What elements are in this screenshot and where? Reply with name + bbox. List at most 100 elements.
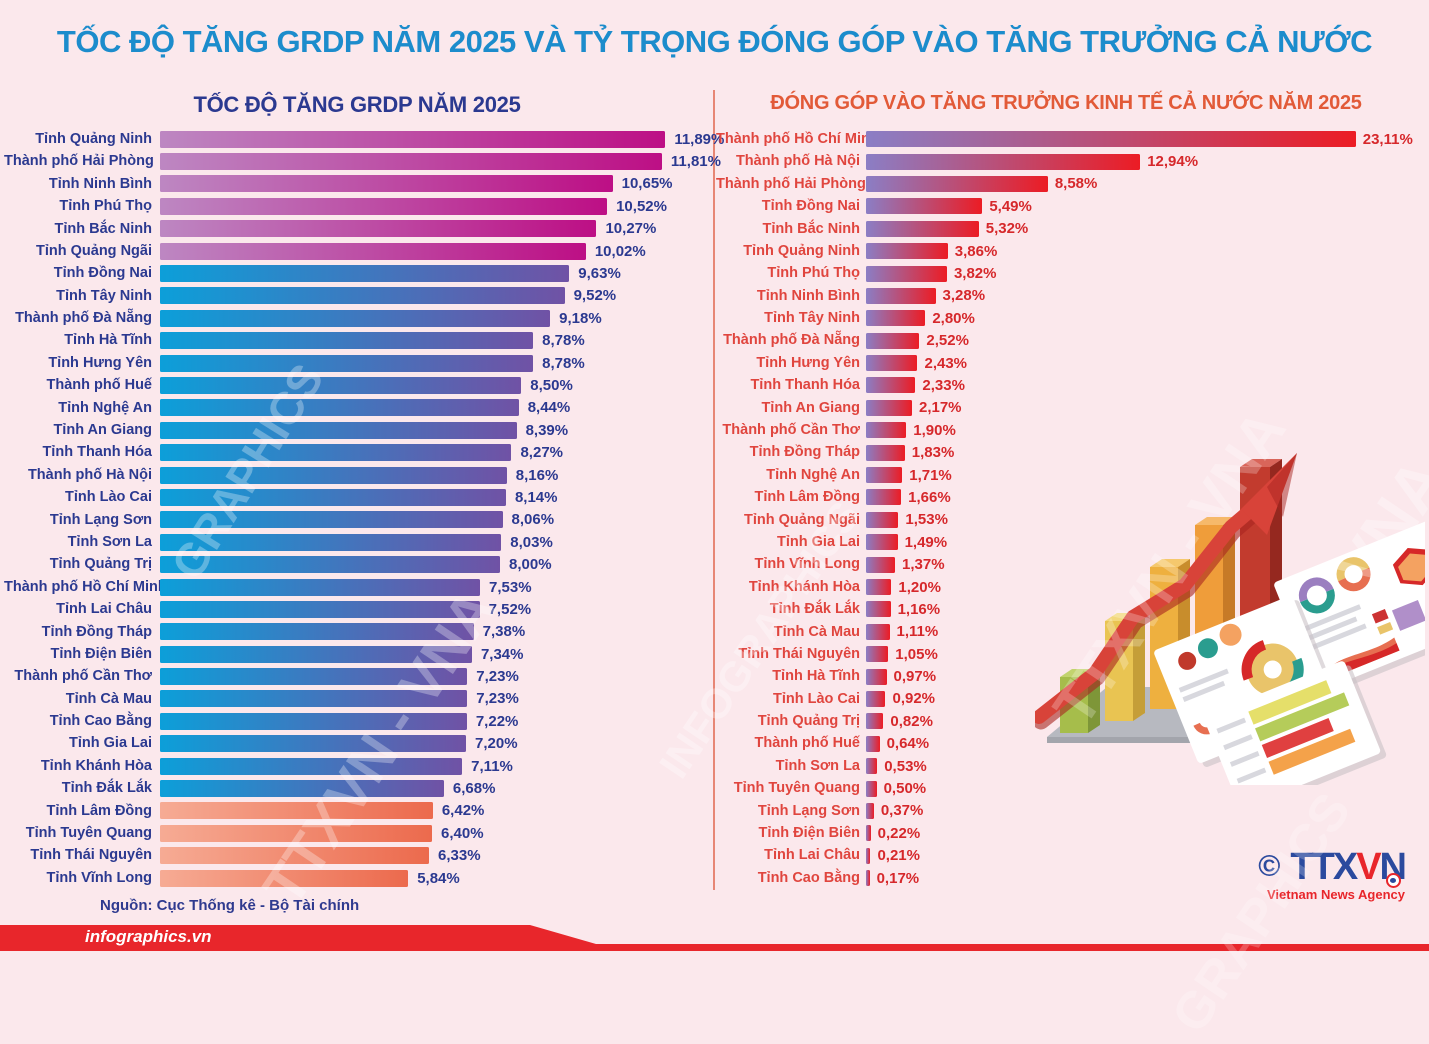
bar-row: Thành phố Đà Nẵng 2,52%	[716, 330, 1429, 352]
bar	[160, 488, 506, 506]
bar	[866, 355, 918, 372]
province-label: Tỉnh Sơn La	[67, 533, 152, 550]
value-label: 3,28%	[942, 287, 986, 305]
value-label: 7,34%	[480, 645, 524, 663]
value-label: 3,82%	[953, 265, 997, 283]
bar-row: Tỉnh Đắk Lắk 6,68%	[4, 777, 712, 799]
bar-row: Tỉnh Sơn La 0,53%	[716, 755, 1429, 777]
bar-row: Tỉnh Lâm Đồng 6,42%	[4, 800, 712, 822]
value-label: 9,63%	[578, 265, 621, 283]
province-label: Tỉnh Điện Biên	[50, 645, 153, 662]
bar	[866, 243, 948, 260]
bar-row: Tỉnh An Giang 2,17%	[716, 397, 1429, 419]
footer-brand-link[interactable]: infographics.vn	[85, 927, 212, 946]
province-label: Thành phố Huế	[754, 735, 860, 752]
bar-row: Tỉnh Điện Biên 0,22%	[716, 822, 1429, 844]
bar-row: Tỉnh Ninh Bình 3,28%	[716, 285, 1429, 307]
province-label: Tỉnh Lạng Sơn	[49, 511, 152, 528]
value-label: 7,23%	[476, 668, 519, 686]
province-label: Tỉnh Khánh Hòa	[40, 757, 152, 774]
bar-row: Tỉnh Đồng Tháp 7,38%	[4, 621, 712, 643]
bar	[160, 444, 512, 462]
bar-row: Tỉnh Hà Tĩnh 0,97%	[716, 665, 1429, 687]
province-label: Tỉnh Thái Nguyên	[738, 645, 860, 662]
province-label: Tỉnh Thái Nguyên	[30, 847, 152, 864]
province-label: Tỉnh Sơn La	[775, 757, 860, 774]
bar	[866, 690, 886, 707]
bar-row: Tỉnh Lạng Sơn 0,37%	[716, 800, 1429, 822]
bar	[160, 175, 613, 193]
bar	[866, 802, 874, 819]
bar-row: Tỉnh Lào Cai 0,92%	[716, 688, 1429, 710]
value-label: 5,84%	[417, 869, 460, 887]
bar	[160, 757, 463, 775]
bar	[160, 578, 481, 596]
province-label: Tỉnh Lào Cai	[65, 489, 152, 506]
value-label: 10,52%	[616, 197, 667, 215]
value-label: 1,11%	[896, 623, 939, 641]
province-label: Tỉnh Cà Mau	[773, 623, 860, 640]
province-label: Tỉnh Hưng Yên	[48, 354, 152, 371]
bar	[160, 309, 551, 327]
bar	[866, 780, 877, 797]
province-label: Tỉnh Lâm Đồng	[754, 489, 860, 506]
province-label: Thành phố Cần Thơ	[14, 668, 152, 685]
bar-row: Tỉnh Hà Tĩnh 8,78%	[4, 330, 712, 352]
bar-row: Tỉnh Quảng Ngãi 1,53%	[716, 509, 1429, 531]
value-label: 0,64%	[886, 735, 930, 753]
bar	[866, 623, 890, 640]
bar-row: Tỉnh Cao Bằng 7,22%	[4, 710, 712, 732]
value-label: 6,40%	[441, 824, 484, 842]
province-label: Thành phố Hà Nội	[735, 153, 860, 170]
province-label: Thành phố Hà Nội	[27, 466, 152, 483]
bar-row: Tỉnh Khánh Hòa 7,11%	[4, 755, 712, 777]
value-label: 0,82%	[890, 712, 933, 730]
value-label: 12,94%	[1147, 153, 1199, 171]
growth-arrow	[1035, 453, 1297, 730]
bar	[866, 198, 983, 215]
bar-row: Tỉnh Bắc Ninh 10,27%	[4, 218, 712, 240]
province-label: Tỉnh Tây Ninh	[764, 310, 860, 327]
bar	[160, 600, 480, 618]
bar	[866, 556, 896, 573]
province-label: Tỉnh An Giang	[53, 422, 152, 439]
province-label: Tỉnh Vĩnh Long	[754, 556, 860, 573]
bar	[160, 153, 662, 171]
bar-row: Tỉnh Cà Mau 7,23%	[4, 688, 712, 710]
province-label: Tỉnh Lai Châu	[56, 601, 152, 618]
value-label: 2,33%	[922, 376, 965, 394]
bar	[866, 489, 902, 506]
bar-row: Tỉnh Thái Nguyên 6,33%	[4, 845, 712, 867]
value-label: 3,86%	[954, 242, 998, 260]
value-label: 0,53%	[884, 757, 927, 775]
value-label: 5,49%	[989, 197, 1032, 215]
bar	[866, 153, 1141, 170]
province-label: Tỉnh Gia Lai	[69, 735, 152, 752]
logo-tagline: Vietnam News Agency	[1267, 887, 1405, 902]
province-label: Tỉnh Nghệ An	[58, 399, 152, 416]
bar	[160, 242, 586, 260]
province-label: Tỉnh Quảng Ngãi	[36, 242, 152, 259]
bar	[866, 601, 891, 618]
bar-row: Thành phố Cần Thơ 1,90%	[716, 419, 1429, 441]
province-label: Thành phố Hồ Chí Minh	[716, 130, 879, 147]
bar	[866, 511, 899, 528]
bar-row: Tỉnh Đồng Nai 5,49%	[716, 195, 1429, 217]
province-label: Tỉnh Cao Bằng	[49, 713, 152, 730]
bar	[866, 310, 926, 327]
province-label: Tỉnh Đồng Tháp	[41, 623, 152, 640]
bar	[160, 511, 503, 529]
bar	[866, 870, 870, 887]
bar	[160, 466, 507, 484]
value-label: 2,80%	[932, 309, 975, 327]
bar	[160, 287, 565, 305]
value-label: 8,14%	[514, 488, 558, 506]
bar	[160, 332, 534, 350]
province-label: Tỉnh Quảng Trị	[757, 713, 860, 730]
bar-row: Tỉnh Hưng Yên 2,43%	[716, 352, 1429, 374]
bar-row: Tỉnh Quảng Ngãi 10,02%	[4, 240, 712, 262]
bar	[866, 713, 884, 730]
bar-row: Tỉnh Phú Thọ 10,52%	[4, 195, 712, 217]
divider-line	[713, 90, 715, 890]
bar-row: Tỉnh Lai Châu 0,21%	[716, 845, 1429, 867]
